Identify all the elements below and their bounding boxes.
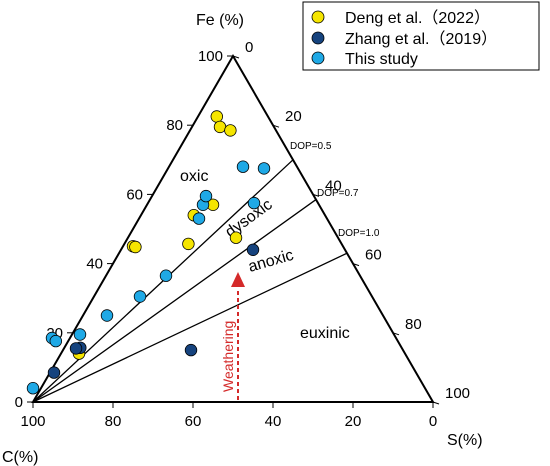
- tick-mark-right: [232, 55, 240, 59]
- data-point-series-2: [247, 196, 261, 210]
- tick-mark-right: [352, 263, 360, 267]
- dop-label-07: DOP=0.7: [317, 188, 359, 199]
- tick-mark-right: [272, 124, 280, 128]
- data-point-series-1: [47, 366, 61, 379]
- tick-labels: 100806040200100806040200020406080100: [15, 39, 470, 430]
- data-point-series-1: [184, 343, 198, 357]
- data-point-series-2: [26, 382, 40, 395]
- dop-line: [32, 252, 348, 403]
- legend-marker-this-study: [311, 51, 325, 65]
- region-label-oxic: oxic: [180, 168, 208, 185]
- tick-label-right: 80: [405, 316, 422, 333]
- tick-label-left: 0: [15, 394, 23, 411]
- axis-title-fe: Fe (%): [196, 12, 244, 29]
- legend-label-this-study: This study: [345, 51, 418, 68]
- axis-title-s: S(%): [447, 432, 483, 449]
- tick-label-right: 40: [325, 177, 342, 194]
- data-point-series-0: [129, 240, 142, 254]
- tick-mark-right: [312, 193, 320, 197]
- data-point-series-0: [213, 120, 227, 134]
- tick-label-left: 80: [166, 117, 183, 134]
- dop-label-05: DOP=0.5: [290, 141, 332, 152]
- tick-label-right: 100: [445, 385, 470, 402]
- data-point-series-0: [224, 124, 237, 137]
- weathering-arrow-head: [231, 272, 245, 287]
- data-point-series-0: [229, 231, 243, 244]
- ternary-frame: [31, 54, 435, 403]
- legend-marker-deng: [311, 10, 325, 24]
- data-point-series-2: [199, 189, 213, 203]
- tick-label-right: 20: [285, 108, 302, 125]
- legend-box: [302, 1, 540, 71]
- region-label-euxinic: euxinic: [300, 325, 350, 342]
- data-point-series-1: [246, 243, 260, 257]
- data-point-series-2: [49, 334, 63, 348]
- tick-label-left: 100: [198, 48, 223, 65]
- weathering-label: Weathering: [220, 321, 236, 392]
- legend-marker-zhang: [311, 31, 325, 45]
- tick-label-left: 60: [126, 186, 143, 203]
- dop-line: [32, 199, 317, 403]
- data-points: [26, 110, 271, 395]
- tick-label-bottom: 80: [105, 413, 122, 430]
- tick-label-right: 0: [245, 39, 253, 56]
- tick-label-right: 60: [365, 247, 382, 264]
- data-point-series-2: [192, 212, 206, 225]
- data-point-series-2: [100, 309, 114, 322]
- data-point-series-2: [159, 269, 173, 282]
- axis-title-c: C(%): [2, 449, 38, 466]
- data-point-series-1: [69, 342, 83, 355]
- data-point-series-2: [236, 160, 250, 173]
- data-point-series-2: [73, 328, 87, 341]
- dop-label-10: DOP=1.0: [338, 228, 380, 239]
- tick-label-bottom: 0: [429, 413, 437, 430]
- data-point-series-2: [133, 290, 147, 303]
- data-point-series-0: [210, 110, 224, 123]
- legend: Deng et al.（2022） Zhang et al.（2019） Thi…: [302, 1, 540, 71]
- tick-label-bottom: 20: [345, 413, 362, 430]
- triangle-outline: [31, 54, 435, 403]
- weathering-annotation: Weathering: [220, 272, 245, 400]
- legend-label-zhang: Zhang et al.（2019）: [345, 30, 497, 48]
- tick-label-bottom: 60: [185, 413, 202, 430]
- tick-label-bottom: 40: [265, 413, 282, 430]
- tick-mark-right: [432, 401, 440, 405]
- legend-label-deng: Deng et al.（2022）: [345, 9, 490, 27]
- tick-mark-right: [392, 332, 400, 336]
- tick-label-bottom: 100: [20, 413, 45, 430]
- data-point-series-2: [257, 162, 271, 175]
- dop-lines: [32, 159, 348, 403]
- tick-label-left: 40: [86, 256, 103, 273]
- data-point-series-0: [182, 237, 195, 251]
